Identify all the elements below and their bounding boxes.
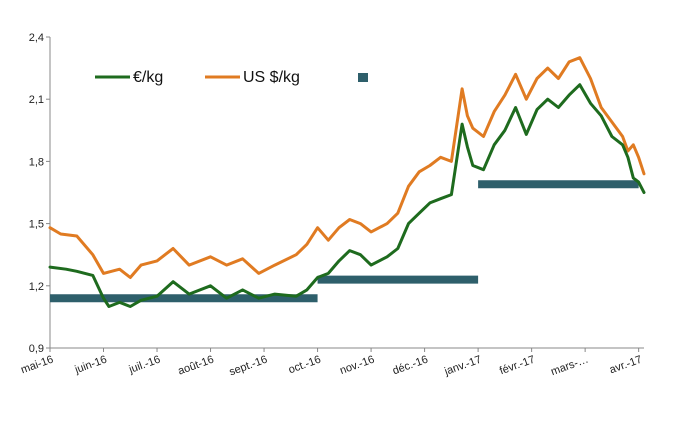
legend-swatch-step bbox=[358, 73, 368, 82]
x-tick-label: janv.-17 bbox=[442, 354, 483, 379]
series-step bbox=[50, 180, 639, 303]
series-line-eur bbox=[48, 83, 646, 308]
y-tick-label: 2,4 bbox=[29, 32, 44, 44]
x-tick-label: mai-16 bbox=[19, 354, 55, 377]
series-layer bbox=[48, 56, 646, 308]
x-tick-label: févr.-17 bbox=[498, 354, 537, 378]
x-axis-ticks: mai-16 juin-16 juil.-16 août-16 sept.-16 oct.… bbox=[19, 348, 644, 379]
x-tick-label: déc.-16 bbox=[391, 354, 430, 378]
x-tick-label: avr.-17 bbox=[608, 354, 644, 377]
x-tick-label: sept.-16 bbox=[228, 354, 269, 379]
y-tick-label: 1,5 bbox=[29, 219, 44, 231]
x-tick-label: mars-… bbox=[549, 354, 590, 379]
y-tick-label: 1,8 bbox=[29, 156, 44, 168]
y-tick-label: 2,1 bbox=[29, 94, 44, 106]
y-tick-label: 1,2 bbox=[29, 281, 44, 293]
x-tick-label: juin-16 bbox=[72, 354, 108, 377]
legend: €/kg US $/kg bbox=[95, 69, 368, 86]
x-tick-label: oct.-16 bbox=[287, 354, 323, 377]
series-line-usd bbox=[48, 56, 646, 279]
y-axis-ticks: 0,9 1,2 1,5 1,8 2,1 2,4 bbox=[29, 32, 50, 355]
y-tick-label: 0,9 bbox=[29, 343, 44, 355]
x-tick-label: juil.-16 bbox=[127, 354, 162, 377]
x-tick-label: août-16 bbox=[176, 354, 215, 378]
x-tick-label: nov.-16 bbox=[338, 354, 376, 378]
legend-label-eur: €/kg bbox=[133, 69, 163, 86]
legend-label-usd: US $/kg bbox=[243, 69, 300, 86]
